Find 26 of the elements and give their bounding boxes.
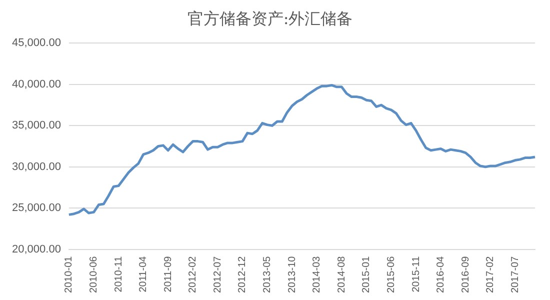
x-tick-label: 2014-03 <box>312 256 323 294</box>
y-tick-label: 40,000.00 <box>12 78 61 90</box>
x-tick-label: 2010-01 <box>64 256 75 294</box>
x-tick-label: 2017-02 <box>485 256 496 294</box>
x-tick-label: 2011-04 <box>138 256 150 292</box>
x-tick-label: 2016-09 <box>460 256 472 294</box>
y-tick-label: 25,000.00 <box>12 202 61 214</box>
x-tick-label: 2010-06 <box>88 256 100 294</box>
chart-title: 官方储备资产:外汇储备 <box>187 8 353 28</box>
x-tick-label: 2013-10 <box>286 256 298 294</box>
x-tick-label: 2010-11 <box>113 256 124 292</box>
x-tick-label: 2012-12 <box>237 256 248 294</box>
x-tick-label: 2012-07 <box>212 256 224 294</box>
x-tick-label: 2012-02 <box>188 256 199 294</box>
x-tick-label: 2015-01 <box>361 256 372 294</box>
y-tick-label: 30,000.00 <box>12 160 61 173</box>
y-tick-label: 35,000.00 <box>12 120 61 132</box>
x-tick-label: 2014-08 <box>336 256 348 294</box>
x-tick-label: 2015-06 <box>386 256 397 294</box>
x-tick-label: 2017-07 <box>510 256 521 294</box>
y-tick-label: 45,000.00 <box>12 37 61 50</box>
x-tick-label: 2016-04 <box>436 256 447 294</box>
x-tick-label: 2013-05 <box>262 256 274 294</box>
x-tick-label: 2015-11 <box>410 256 422 292</box>
y-tick-label: 20,000.00 <box>12 243 61 256</box>
x-tick-label: 2011-09 <box>162 256 174 292</box>
